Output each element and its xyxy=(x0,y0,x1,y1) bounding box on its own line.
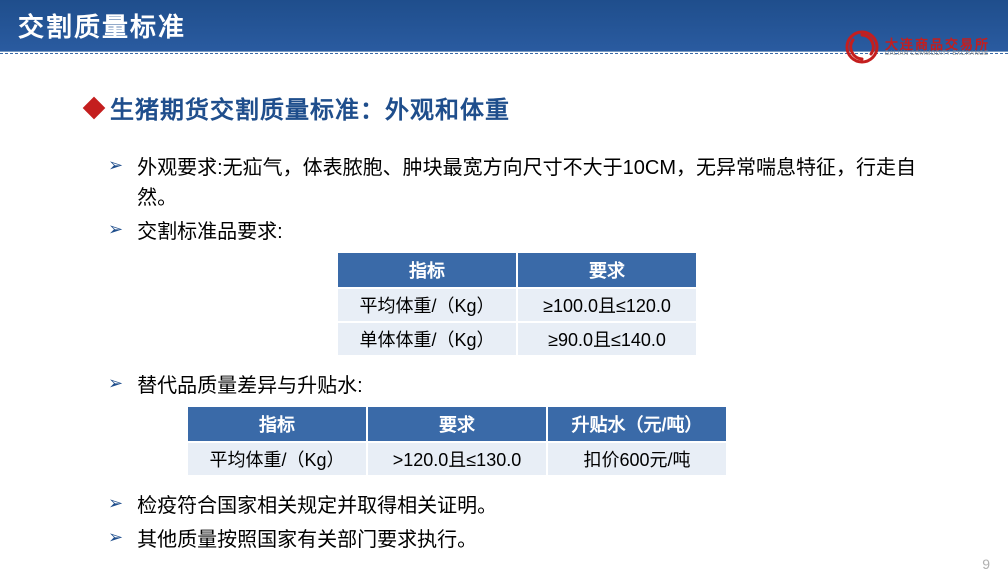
table-header: 升贴水（元/吨） xyxy=(547,406,727,442)
table-cell: ≥100.0且≤120.0 xyxy=(517,288,697,322)
chevron-right-icon: ➢ xyxy=(108,155,123,176)
page-title: 交割质量标准 xyxy=(18,7,186,44)
table-cell: ≥90.0且≤140.0 xyxy=(517,322,697,356)
table1-wrap: 指标 要求 平均体重/（Kg） ≥100.0且≤120.0 单体体重/（Kg） … xyxy=(86,251,948,357)
table-cell: 单体体重/（Kg） xyxy=(337,322,517,356)
table-header: 指标 xyxy=(187,406,367,442)
bullet-item: ➢ 外观要求:无疝气，体表脓胞、肿块最宽方向尺寸不大于10CM，无异常喘息特征，… xyxy=(86,153,948,213)
subtitle-row: 生猪期货交割质量标准：外观和体重 xyxy=(86,90,948,125)
logo: 大连商品交易所 DALIAN COMMODITY EXCHANGE xyxy=(845,30,990,64)
table-header: 要求 xyxy=(517,252,697,288)
bullet-text: 外观要求:无疝气，体表脓胞、肿块最宽方向尺寸不大于10CM，无异常喘息特征，行走… xyxy=(137,153,948,213)
bullet-text: 交割标准品要求: xyxy=(137,217,283,247)
bullet-text: 其他质量按照国家有关部门要求执行。 xyxy=(137,525,477,555)
chevron-right-icon: ➢ xyxy=(108,373,123,394)
standard-table: 指标 要求 平均体重/（Kg） ≥100.0且≤120.0 单体体重/（Kg） … xyxy=(336,251,698,357)
diamond-icon xyxy=(83,96,106,119)
subtitle: 生猪期货交割质量标准：外观和体重 xyxy=(110,90,510,125)
table-cell: 平均体重/（Kg） xyxy=(187,442,367,476)
logo-swirl-icon xyxy=(845,30,879,64)
bullet-item: ➢ 其他质量按照国家有关部门要求执行。 xyxy=(86,525,948,555)
chevron-right-icon: ➢ xyxy=(108,527,123,548)
table-cell: 扣价600元/吨 xyxy=(547,442,727,476)
table-row: 平均体重/（Kg） >120.0且≤130.0 扣价600元/吨 xyxy=(187,442,727,476)
substitute-table: 指标 要求 升贴水（元/吨） 平均体重/（Kg） >120.0且≤130.0 扣… xyxy=(186,405,728,477)
page-number: 9 xyxy=(982,556,990,572)
logo-text-cn: 大连商品交易所 xyxy=(885,38,990,51)
table-cell: 平均体重/（Kg） xyxy=(337,288,517,322)
table-header: 指标 xyxy=(337,252,517,288)
content-area: 生猪期货交割质量标准：外观和体重 ➢ 外观要求:无疝气，体表脓胞、肿块最宽方向尺… xyxy=(0,52,1008,555)
table-cell: >120.0且≤130.0 xyxy=(367,442,547,476)
table-row: 平均体重/（Kg） ≥100.0且≤120.0 xyxy=(337,288,697,322)
table2-wrap: 指标 要求 升贴水（元/吨） 平均体重/（Kg） >120.0且≤130.0 扣… xyxy=(86,405,948,477)
table-header: 要求 xyxy=(367,406,547,442)
chevron-right-icon: ➢ xyxy=(108,219,123,240)
bullet-text: 检疫符合国家相关规定并取得相关证明。 xyxy=(137,491,497,521)
table-header-row: 指标 要求 升贴水（元/吨） xyxy=(187,406,727,442)
table-header-row: 指标 要求 xyxy=(337,252,697,288)
chevron-right-icon: ➢ xyxy=(108,493,123,514)
logo-text-en: DALIAN COMMODITY EXCHANGE xyxy=(885,51,990,57)
bullet-text: 替代品质量差异与升贴水: xyxy=(137,371,363,401)
bullet-item: ➢ 检疫符合国家相关规定并取得相关证明。 xyxy=(86,491,948,521)
bullet-item: ➢ 交割标准品要求: xyxy=(86,217,948,247)
table-row: 单体体重/（Kg） ≥90.0且≤140.0 xyxy=(337,322,697,356)
bullet-item: ➢ 替代品质量差异与升贴水: xyxy=(86,371,948,401)
